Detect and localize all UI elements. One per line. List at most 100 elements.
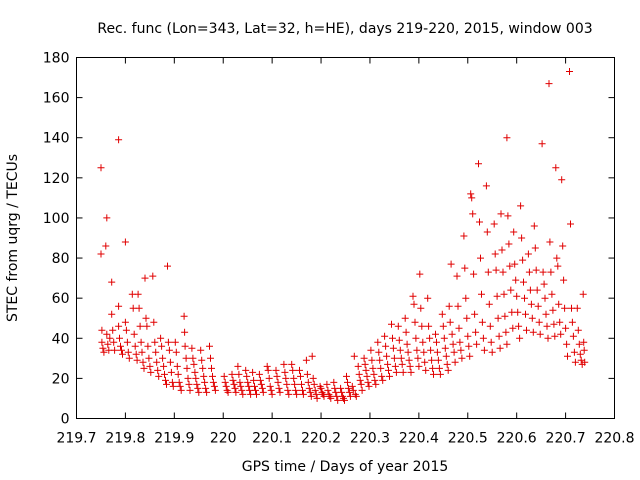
data-point bbox=[108, 278, 116, 286]
data-point bbox=[469, 210, 477, 218]
data-point bbox=[543, 322, 551, 330]
data-point bbox=[499, 268, 507, 276]
data-point bbox=[550, 320, 558, 328]
data-point bbox=[230, 380, 238, 388]
data-point bbox=[516, 334, 524, 342]
data-point bbox=[358, 386, 366, 394]
data-point bbox=[189, 354, 197, 362]
data-point bbox=[492, 266, 500, 274]
data-point bbox=[467, 190, 475, 198]
data-point bbox=[417, 304, 425, 312]
data-point bbox=[324, 386, 332, 394]
data-point bbox=[488, 348, 496, 356]
data-point bbox=[291, 380, 299, 388]
data-point bbox=[154, 366, 162, 374]
data-point bbox=[247, 390, 255, 398]
data-point bbox=[504, 212, 512, 220]
y-tick-label: 160 bbox=[43, 91, 70, 107]
data-point bbox=[536, 330, 544, 338]
data-point bbox=[140, 364, 148, 372]
data-point bbox=[172, 348, 180, 356]
data-point bbox=[200, 372, 208, 380]
data-point bbox=[252, 386, 259, 394]
y-tick-label: 140 bbox=[43, 131, 70, 147]
data-point bbox=[557, 330, 565, 338]
data-point bbox=[331, 384, 339, 392]
data-point bbox=[183, 364, 191, 372]
data-point bbox=[133, 356, 141, 364]
y-tick-label: 80 bbox=[52, 251, 70, 267]
data-point bbox=[540, 280, 548, 288]
data-point bbox=[309, 374, 317, 382]
data-point bbox=[491, 250, 499, 258]
data-point bbox=[385, 366, 392, 374]
data-point bbox=[468, 194, 476, 202]
data-point bbox=[510, 228, 518, 236]
data-point bbox=[415, 362, 423, 370]
data-point bbox=[374, 338, 382, 346]
data-point bbox=[169, 382, 177, 390]
data-point bbox=[290, 374, 298, 382]
x-tick-label: 219.7 bbox=[56, 431, 96, 447]
data-point bbox=[433, 338, 440, 346]
data-point bbox=[445, 302, 453, 310]
data-point bbox=[151, 338, 159, 346]
data-point bbox=[425, 322, 433, 330]
data-point bbox=[224, 388, 232, 396]
data-point bbox=[123, 338, 131, 346]
x-tick-label: 220.1 bbox=[252, 431, 292, 447]
y-tick-label: 40 bbox=[52, 331, 70, 347]
data-point bbox=[528, 314, 536, 322]
data-point bbox=[405, 356, 413, 364]
data-point bbox=[566, 68, 573, 75]
data-point bbox=[545, 80, 553, 88]
data-point bbox=[534, 302, 542, 310]
data-point bbox=[153, 358, 161, 366]
data-point bbox=[165, 346, 173, 354]
data-point bbox=[306, 388, 314, 396]
data-point bbox=[251, 382, 258, 390]
data-point bbox=[483, 228, 491, 236]
data-point bbox=[129, 304, 137, 312]
data-point bbox=[524, 250, 532, 258]
data-point bbox=[478, 290, 485, 298]
data-point bbox=[355, 370, 363, 378]
x-axis-label: GPS time / Days of year 2015 bbox=[242, 459, 449, 475]
data-point bbox=[515, 322, 523, 330]
data-point bbox=[433, 348, 441, 356]
data-point bbox=[98, 326, 106, 334]
data-point bbox=[311, 386, 319, 394]
data-point bbox=[388, 320, 395, 328]
data-point bbox=[475, 160, 482, 168]
data-point bbox=[389, 334, 396, 342]
data-point bbox=[432, 330, 439, 338]
data-point bbox=[560, 276, 568, 284]
data-point bbox=[293, 390, 301, 398]
data-point bbox=[130, 330, 138, 338]
data-point bbox=[103, 330, 111, 338]
data-point bbox=[348, 382, 356, 390]
data-point bbox=[395, 336, 403, 344]
data-point bbox=[568, 318, 576, 326]
data-point bbox=[461, 264, 469, 272]
data-point bbox=[163, 380, 170, 388]
data-point bbox=[556, 318, 564, 326]
data-point bbox=[345, 388, 353, 396]
data-point bbox=[375, 348, 383, 356]
data-point bbox=[383, 352, 391, 360]
data-point bbox=[288, 360, 296, 368]
data-point bbox=[441, 344, 449, 352]
data-point bbox=[354, 362, 362, 370]
x-tick-label: 220 bbox=[210, 431, 237, 447]
data-point bbox=[419, 338, 427, 346]
x-tick-label: 220.2 bbox=[301, 431, 341, 447]
data-point bbox=[535, 318, 543, 326]
data-point bbox=[514, 308, 522, 316]
data-point bbox=[430, 370, 437, 378]
data-point bbox=[414, 354, 422, 362]
data-point bbox=[580, 346, 588, 354]
data-point bbox=[118, 346, 125, 354]
data-point bbox=[484, 268, 492, 276]
data-point bbox=[413, 346, 421, 354]
data-point bbox=[302, 356, 310, 364]
